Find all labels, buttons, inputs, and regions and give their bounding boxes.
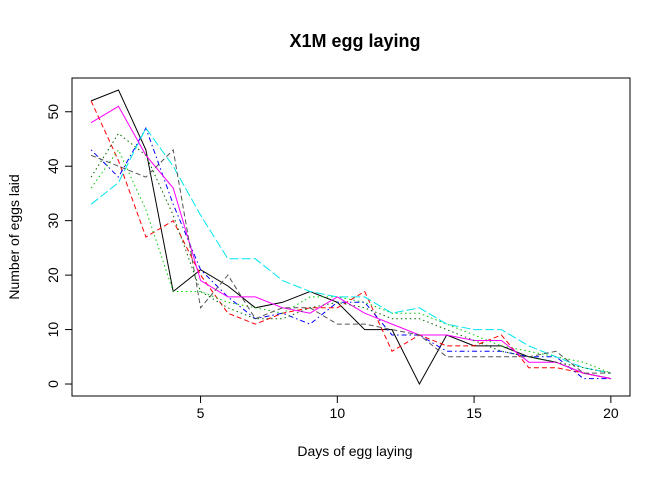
- series-line-5: [90, 127, 611, 374]
- series-line-8: [90, 132, 611, 374]
- series-line-3: [90, 148, 612, 374]
- y-tick-label: 20: [45, 267, 61, 283]
- series-line-6: [90, 105, 611, 380]
- x-tick-label: 5: [197, 405, 205, 421]
- x-axis-label: Days of egg laying: [297, 443, 412, 459]
- x-tick-label: 10: [330, 405, 346, 421]
- x-axis: 5 10 15 20: [197, 395, 619, 421]
- series-line-2: [90, 100, 611, 380]
- y-tick-label: 40: [45, 158, 61, 174]
- chart-title: X1M egg laying: [289, 31, 420, 51]
- series-line-4: [90, 126, 611, 380]
- x-tick-label: 20: [603, 405, 619, 421]
- plot-area: [71, 77, 631, 397]
- y-axis: 0 10 20 30 40 50: [45, 104, 73, 388]
- y-axis-label: Number of eggs laid: [6, 174, 22, 299]
- y-tick-label: 0: [45, 380, 61, 388]
- y-tick-label: 50: [45, 104, 61, 120]
- series-layer: [90, 89, 612, 386]
- x-tick-label: 15: [466, 405, 482, 421]
- y-tick-label: 30: [45, 213, 61, 229]
- series-line-7: [90, 148, 611, 374]
- y-tick-label: 10: [45, 322, 61, 338]
- series-line-1: [90, 89, 611, 386]
